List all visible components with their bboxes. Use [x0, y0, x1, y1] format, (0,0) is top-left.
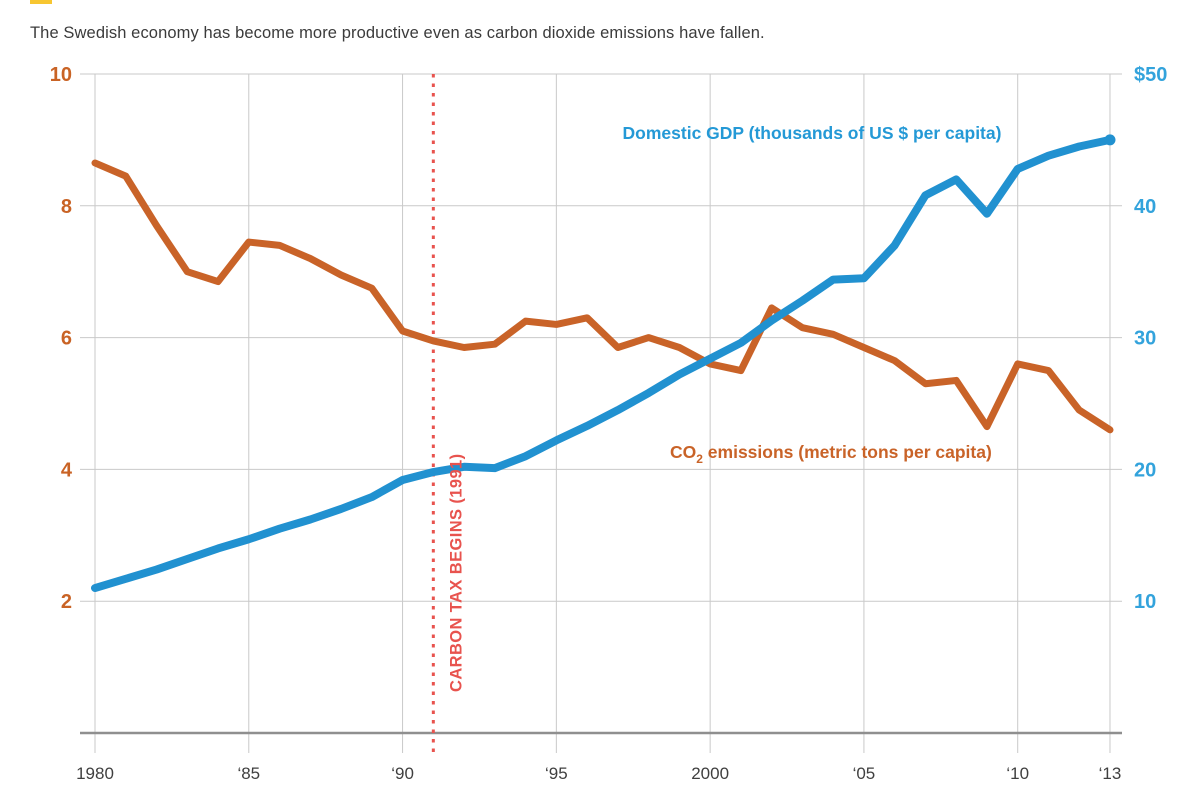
y-left-tick-label: 6: [61, 328, 72, 350]
x-tick-label: 2000: [691, 764, 729, 783]
gdp-series-label: Domestic GDP (thousands of US $ per capi…: [623, 123, 1002, 143]
x-tick-label: ‘85: [237, 764, 260, 783]
x-tick-label: 1980: [76, 764, 114, 783]
co2-series-label: CO2 emissions (metric tons per capita): [670, 442, 992, 466]
y-left-tick-label: 8: [61, 196, 72, 218]
x-tick-label: ‘10: [1006, 764, 1029, 783]
gdp-line-end-dot: [1104, 134, 1116, 146]
y-right-tick-label: 30: [1134, 328, 1156, 350]
carbon-tax-annotation-label: CARBON TAX BEGINS (1991): [447, 454, 465, 693]
y-right-tick-label: 10: [1134, 591, 1156, 613]
y-left-tick-label: 10: [50, 64, 72, 86]
y-left-tick-label: 2: [61, 591, 72, 613]
x-tick-label: ‘05: [853, 764, 876, 783]
x-tick-label: ‘90: [391, 764, 414, 783]
y-right-tick-label: 20: [1134, 459, 1156, 481]
y-right-tick-label: 40: [1134, 196, 1156, 218]
gridlines: [80, 73, 1122, 753]
co2-emissions-line: [91, 159, 1114, 434]
x-axis-labels: 1980 ‘85 ‘90 ‘95 2000 ‘05 ‘10 ‘13: [76, 764, 1121, 783]
chart-title: The Swedish economy has become more prod…: [30, 24, 765, 42]
x-tick-label: ‘95: [545, 764, 568, 783]
y-left-tick-label: 4: [61, 459, 73, 481]
left-axis-labels: 2 4 6 8 10: [50, 64, 73, 613]
x-tick-label: ‘13: [1099, 764, 1122, 783]
right-axis-labels: 10 20 30 40 $50: [1134, 64, 1167, 613]
gdp-line: [91, 135, 1114, 593]
accent-bar: [30, 0, 52, 4]
y-right-tick-label: $50: [1134, 64, 1167, 86]
